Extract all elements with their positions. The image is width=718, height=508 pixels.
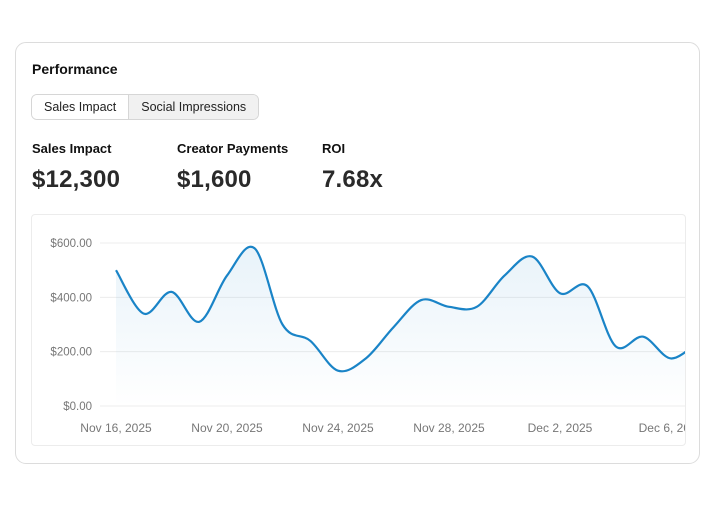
x-tick-label: Nov 28, 2025 xyxy=(413,421,485,435)
tab-sales-impact[interactable]: Sales Impact xyxy=(32,95,129,119)
metric-roi: ROI 7.68x xyxy=(322,141,383,194)
y-tick-label: $400.00 xyxy=(50,292,92,304)
metric-value: $1,600 xyxy=(177,166,252,193)
y-tick-label: $600.00 xyxy=(50,238,92,250)
tab-social-impressions[interactable]: Social Impressions xyxy=(128,95,259,119)
x-tick-label: Nov 24, 2025 xyxy=(302,421,374,435)
y-tick-label: $0.00 xyxy=(63,401,92,413)
metric-label: Creator Payments xyxy=(177,141,289,156)
metric-value: $12,300 xyxy=(32,166,121,193)
metric-sales-impact: Sales Impact $12,300 xyxy=(32,141,120,194)
panel-title: Performance xyxy=(32,61,118,77)
metric-label: ROI xyxy=(322,141,346,156)
x-tick-label: Dec 2, 2025 xyxy=(528,421,593,435)
view-tabs: Sales Impact Social Impressions xyxy=(31,94,260,120)
x-tick-label: Dec 6, 2025 xyxy=(639,421,686,435)
metric-creator-payments: Creator Payments $1,600 xyxy=(177,141,288,194)
chart-container: $0.00 $200.00 $400.00 $600.00 Nov 16, 2025 No… xyxy=(31,214,686,446)
series-area xyxy=(116,246,685,406)
line-chart: $0.00 $200.00 $400.00 $600.00 Nov 16, 2025 No… xyxy=(50,238,686,435)
x-tick-label: Nov 16, 2025 xyxy=(80,421,152,435)
metric-value: 7.68x xyxy=(322,166,384,193)
metric-label: Sales Impact xyxy=(32,141,112,156)
series-line xyxy=(115,245,685,373)
x-tick-label: Nov 20, 2025 xyxy=(191,421,263,435)
performance-card: Performance Sales Impact Social Impressi… xyxy=(15,42,700,464)
y-tick-label: $200.00 xyxy=(50,347,92,359)
